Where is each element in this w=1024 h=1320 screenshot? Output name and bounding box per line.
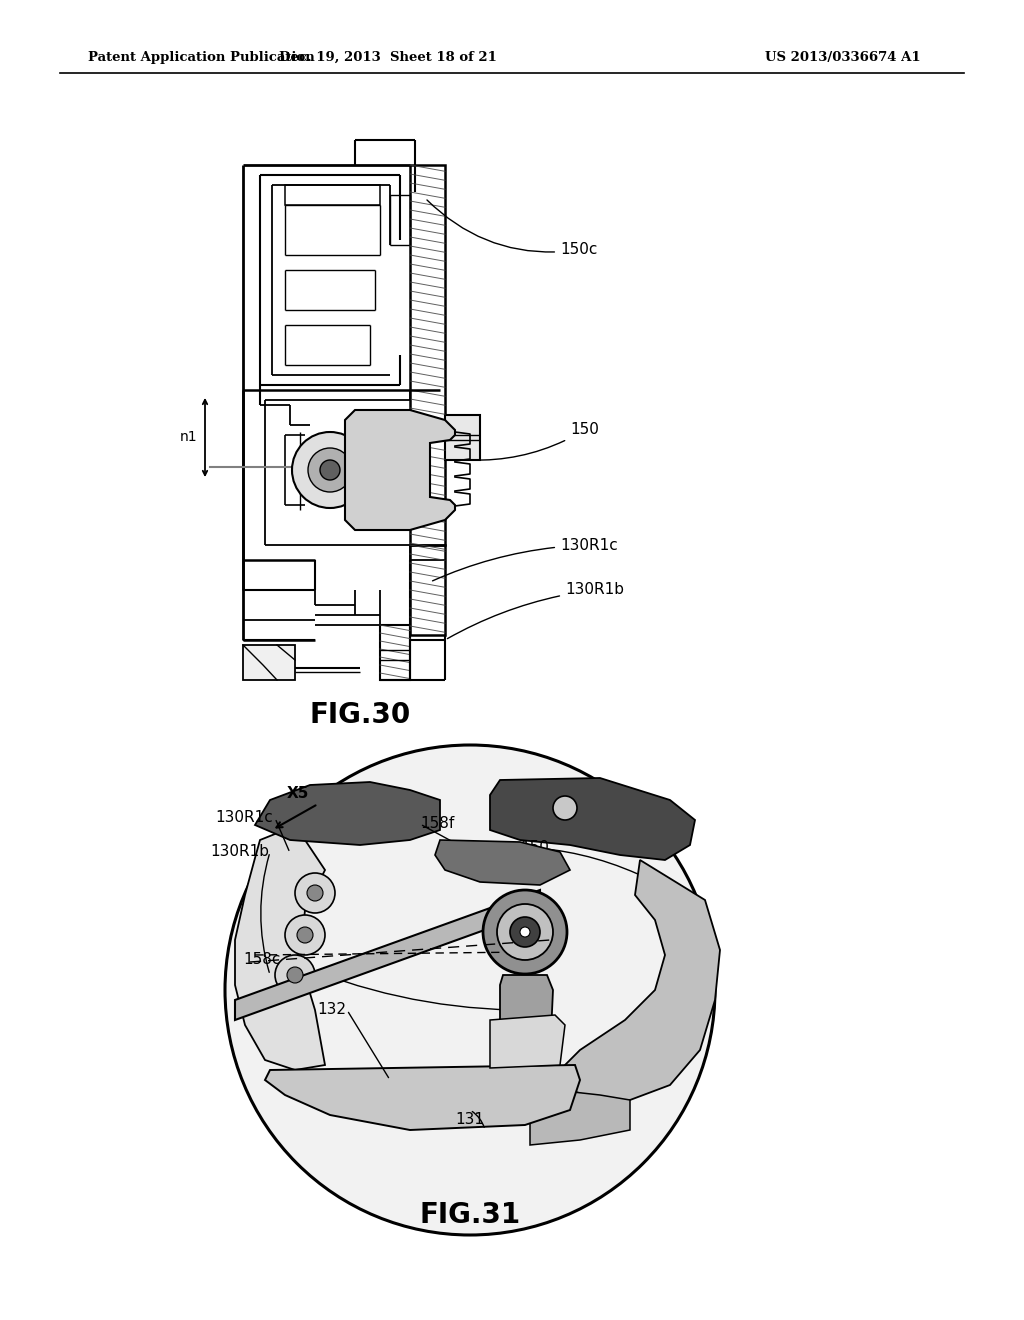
Text: 158c: 158c xyxy=(243,953,281,968)
Bar xyxy=(272,176,395,185)
Polygon shape xyxy=(490,777,695,861)
Circle shape xyxy=(497,904,553,960)
Circle shape xyxy=(295,873,335,913)
Circle shape xyxy=(553,796,577,820)
Text: 158f: 158f xyxy=(420,817,455,832)
Text: 150c: 150c xyxy=(427,199,597,257)
Polygon shape xyxy=(234,830,325,1071)
Circle shape xyxy=(225,744,715,1236)
Text: FIG.31: FIG.31 xyxy=(420,1201,520,1229)
Text: 130R1b: 130R1b xyxy=(447,582,624,639)
Circle shape xyxy=(297,927,313,942)
Bar xyxy=(243,645,295,680)
Polygon shape xyxy=(500,975,553,1060)
Text: 150: 150 xyxy=(520,840,549,854)
Bar xyxy=(380,624,410,680)
Text: 150: 150 xyxy=(471,422,599,461)
Circle shape xyxy=(285,915,325,954)
Circle shape xyxy=(307,884,323,902)
Text: X5: X5 xyxy=(287,787,309,801)
Circle shape xyxy=(520,927,530,937)
Text: Dec. 19, 2013  Sheet 18 of 21: Dec. 19, 2013 Sheet 18 of 21 xyxy=(280,50,497,63)
Circle shape xyxy=(319,459,340,480)
Text: US 2013/0336674 A1: US 2013/0336674 A1 xyxy=(765,50,921,63)
Circle shape xyxy=(287,968,303,983)
Circle shape xyxy=(292,432,368,508)
Text: 130R1c: 130R1c xyxy=(432,537,617,581)
Polygon shape xyxy=(560,861,720,1100)
Bar xyxy=(260,165,400,176)
Polygon shape xyxy=(255,781,440,845)
Polygon shape xyxy=(345,411,455,531)
Polygon shape xyxy=(530,1090,630,1144)
Circle shape xyxy=(308,447,352,492)
Text: n1: n1 xyxy=(179,430,197,444)
Bar xyxy=(410,165,445,545)
Text: 130R1c: 130R1c xyxy=(215,810,272,825)
Text: FIG.30: FIG.30 xyxy=(309,701,411,729)
Polygon shape xyxy=(234,890,540,1020)
Circle shape xyxy=(483,890,567,974)
Bar xyxy=(410,545,445,635)
Polygon shape xyxy=(265,1065,580,1130)
Text: Patent Application Publication: Patent Application Publication xyxy=(88,50,314,63)
Text: 130R1b: 130R1b xyxy=(210,845,269,859)
Text: 132: 132 xyxy=(317,1002,346,1018)
Bar xyxy=(285,185,380,205)
Polygon shape xyxy=(435,840,570,884)
Bar xyxy=(445,414,480,459)
Polygon shape xyxy=(490,1015,565,1068)
Circle shape xyxy=(510,917,540,946)
Circle shape xyxy=(275,954,315,995)
Text: 131: 131 xyxy=(456,1113,484,1127)
